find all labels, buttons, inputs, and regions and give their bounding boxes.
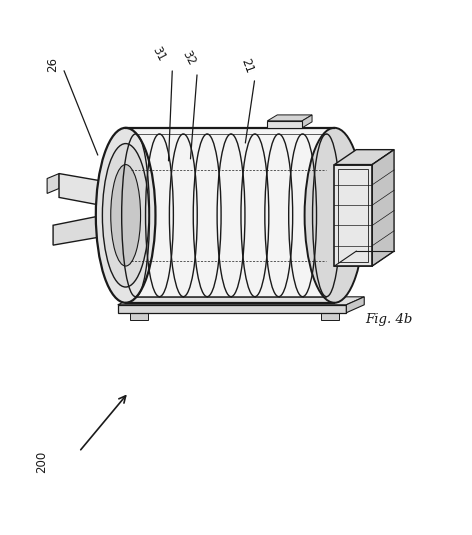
Ellipse shape: [96, 128, 155, 303]
Polygon shape: [118, 297, 364, 305]
Text: Fig. 4b: Fig. 4b: [365, 313, 413, 326]
Polygon shape: [53, 210, 127, 245]
Polygon shape: [335, 150, 394, 165]
Text: 32: 32: [179, 49, 197, 68]
Polygon shape: [126, 128, 364, 303]
Polygon shape: [267, 115, 312, 121]
Text: 31: 31: [149, 44, 168, 64]
Bar: [267, 121, 302, 128]
Ellipse shape: [304, 128, 364, 303]
Polygon shape: [302, 115, 312, 128]
Bar: [118, 305, 346, 313]
Polygon shape: [346, 297, 364, 313]
Bar: [130, 313, 148, 320]
Ellipse shape: [102, 143, 149, 287]
Bar: [335, 165, 372, 266]
Polygon shape: [47, 173, 59, 194]
Text: 26: 26: [47, 57, 59, 72]
Bar: [338, 169, 368, 262]
Text: 21: 21: [238, 57, 256, 75]
Ellipse shape: [111, 165, 141, 266]
Bar: [321, 313, 339, 320]
Text: 200: 200: [34, 450, 48, 473]
Polygon shape: [372, 150, 394, 266]
Polygon shape: [59, 173, 127, 210]
